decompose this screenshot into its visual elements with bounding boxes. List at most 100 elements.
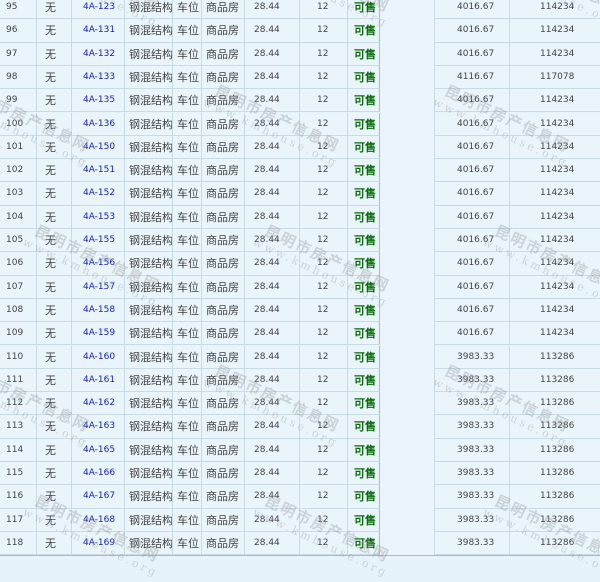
status-badge: 可售 [348,415,380,439]
row-number: 100 [0,112,37,136]
usage-type: 车位 [173,252,202,276]
presale-flag: 无 [37,89,72,113]
usage-type: 车位 [173,89,202,113]
property-type: 商品房 [202,275,245,299]
status-badge: 可售 [348,112,380,136]
presale-flag: 无 [37,65,72,90]
property-type: 商品房 [202,89,245,113]
unit-code-link[interactable]: 4A-132 [72,42,125,66]
total-price: 114234 [510,322,600,346]
unit-code-link[interactable]: 4A-169 [72,531,125,556]
status-badge: 可售 [348,182,380,206]
total-price: 114234 [510,182,600,206]
total-price: 114234 [510,252,600,276]
total-price: 114234 [510,19,600,43]
floor-height: 12 [300,89,348,113]
row-number: 118 [0,531,37,556]
unit-price: 4016.67 [435,19,510,43]
unit-price: 4016.67 [435,252,510,276]
total-price: 113286 [510,415,600,439]
unit-code-link[interactable]: 4A-136 [72,112,125,136]
usage-type: 车位 [173,298,202,323]
row-number: 116 [0,485,37,509]
area: 28.44 [245,252,300,276]
unit-code-link[interactable]: 4A-123 [72,0,125,20]
total-price: 114234 [510,298,600,323]
status-badge: 可售 [348,322,380,346]
merged-empty-column [380,0,435,556]
unit-code-link[interactable]: 4A-152 [72,182,125,206]
unit-code-link[interactable]: 4A-163 [72,415,125,439]
area: 28.44 [245,485,300,509]
status-badge: 可售 [348,275,380,299]
area: 28.44 [245,0,300,20]
total-price: 117078 [510,65,600,90]
area: 28.44 [245,159,300,183]
usage-type: 车位 [173,0,202,20]
floor-height: 12 [300,182,348,206]
total-price: 114234 [510,42,600,66]
total-price: 113286 [510,368,600,393]
unit-price: 4016.67 [435,159,510,183]
unit-code-link[interactable]: 4A-158 [72,298,125,323]
area: 28.44 [245,531,300,556]
area: 28.44 [245,298,300,323]
structure-type: 钢混结构 [125,462,173,486]
status-badge: 可售 [348,229,380,253]
structure-type: 钢混结构 [125,19,173,43]
status-badge: 可售 [348,485,380,509]
table-row: 103 无 4A-152 钢混结构 车位 商品房 28.44 12 可售 4016.67 11423… [0,182,600,206]
unit-code-link[interactable]: 4A-160 [72,345,125,369]
presale-flag: 无 [37,112,72,136]
structure-type: 钢混结构 [125,135,173,160]
table-row: 96 无 4A-131 钢混结构 车位 商品房 28.44 12 可售 4016.67 114234 [0,19,600,43]
total-price: 113286 [510,462,600,486]
unit-code-link[interactable]: 4A-135 [72,89,125,113]
area: 28.44 [245,65,300,90]
row-number: 113 [0,415,37,439]
unit-price: 4016.67 [435,322,510,346]
area: 28.44 [245,182,300,206]
unit-price: 3983.33 [435,392,510,416]
unit-code-link[interactable]: 4A-151 [72,159,125,183]
unit-code-link[interactable]: 4A-167 [72,485,125,509]
presale-flag: 无 [37,462,72,486]
status-badge: 可售 [348,392,380,416]
unit-code-link[interactable]: 4A-153 [72,205,125,229]
total-price: 113286 [510,392,600,416]
unit-code-link[interactable]: 4A-131 [72,19,125,43]
structure-type: 钢混结构 [125,368,173,393]
unit-code-link[interactable]: 4A-155 [72,229,125,253]
unit-code-link[interactable]: 4A-165 [72,438,125,462]
usage-type: 车位 [173,322,202,346]
floor-height: 12 [300,0,348,20]
unit-code-link[interactable]: 4A-156 [72,252,125,276]
unit-code-link[interactable]: 4A-166 [72,462,125,486]
unit-price: 4016.67 [435,182,510,206]
unit-price: 3983.33 [435,345,510,369]
table-row: 114 无 4A-165 钢混结构 车位 商品房 28.44 12 可售 3983.33 11328… [0,438,600,462]
structure-type: 钢混结构 [125,275,173,299]
presale-flag: 无 [37,345,72,369]
unit-code-link[interactable]: 4A-168 [72,508,125,532]
property-type: 商品房 [202,229,245,253]
unit-code-link[interactable]: 4A-159 [72,322,125,346]
floor-height: 12 [300,368,348,393]
row-number: 110 [0,345,37,369]
property-type: 商品房 [202,65,245,90]
unit-code-link[interactable]: 4A-161 [72,368,125,393]
status-badge: 可售 [348,531,380,556]
unit-code-link[interactable]: 4A-162 [72,392,125,416]
unit-code-link[interactable]: 4A-157 [72,275,125,299]
status-badge: 可售 [348,42,380,66]
unit-code-link[interactable]: 4A-150 [72,135,125,160]
area: 28.44 [245,322,300,346]
total-price: 114234 [510,89,600,113]
property-type: 商品房 [202,182,245,206]
unit-price: 4016.67 [435,112,510,136]
unit-code-link[interactable]: 4A-133 [72,65,125,90]
property-type: 商品房 [202,345,245,369]
property-type: 商品房 [202,508,245,532]
total-price: 113286 [510,485,600,509]
unit-price: 4016.67 [435,275,510,299]
